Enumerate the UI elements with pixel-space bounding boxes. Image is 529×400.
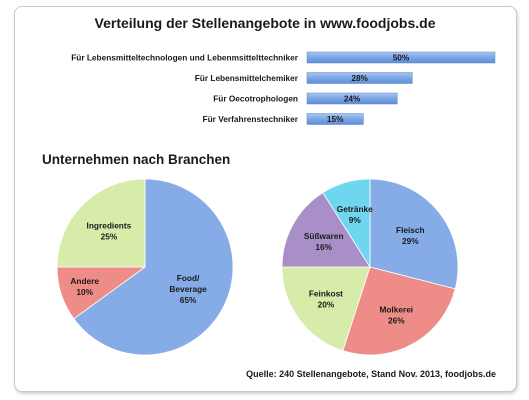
pie-slice-label: 16% [315, 242, 332, 252]
bar-chart-title: Verteilung der Stellenangebote in www.fo… [95, 15, 436, 31]
bar-value-label: 28% [351, 73, 368, 83]
bar-category-label: Für Oecotrophologen [213, 94, 298, 104]
bar [306, 113, 364, 125]
pie-slice-label: Getränke [337, 204, 373, 214]
source-note: Quelle: 240 Stellenangebote, Stand Nov. … [246, 369, 496, 379]
pie-slice [281, 192, 371, 268]
bar-category-label: Für Lebensmitteltechnologen und Lebenmsi… [71, 53, 299, 63]
bar-category-label: Für Verfahrenstechniker [203, 114, 299, 124]
pie-slice-label: Süßwaren [304, 231, 344, 241]
bar-value-label: 50% [393, 53, 410, 63]
bar-value-label: 24% [344, 94, 361, 104]
pie-slice-label: Food/ [177, 273, 200, 283]
pie-slice-label: Feinkost [309, 289, 343, 299]
pie-slice [281, 266, 371, 352]
pie-slice-label: 20% [318, 300, 335, 310]
pie-slice-label: Andere [70, 276, 99, 286]
bar [306, 92, 398, 105]
pie-slice-label: 29% [402, 236, 419, 246]
pie-slice-label: 25% [101, 231, 118, 241]
pie-slice-label: 65% [180, 295, 197, 305]
pie-chart-title: Unternehmen nach Branchen [42, 152, 230, 167]
bar-value-label: 15% [327, 114, 344, 124]
pie-slice [322, 178, 371, 269]
pie-slice-label: Ingredients [87, 220, 132, 230]
pie-slice-label: Molkerei [379, 304, 413, 314]
pie-slice [342, 266, 456, 356]
bar [306, 51, 496, 64]
pie-slice [73, 178, 234, 356]
pie-slice [56, 178, 146, 268]
pie-slice-label: Fleisch [396, 225, 425, 235]
bar-category-label: Für Lebensmittelchemiker [195, 73, 299, 83]
pie-slice-label: 26% [388, 315, 405, 325]
bar-chart: Für Lebensmitteltechnologen und Lebenmsi… [71, 51, 496, 125]
pie-slice-label: 10% [76, 287, 93, 297]
pie-slice-label: 9% [349, 215, 362, 225]
pie-slice-label: Beverage [169, 284, 207, 294]
pie-slice [369, 178, 459, 290]
bar [306, 72, 413, 84]
